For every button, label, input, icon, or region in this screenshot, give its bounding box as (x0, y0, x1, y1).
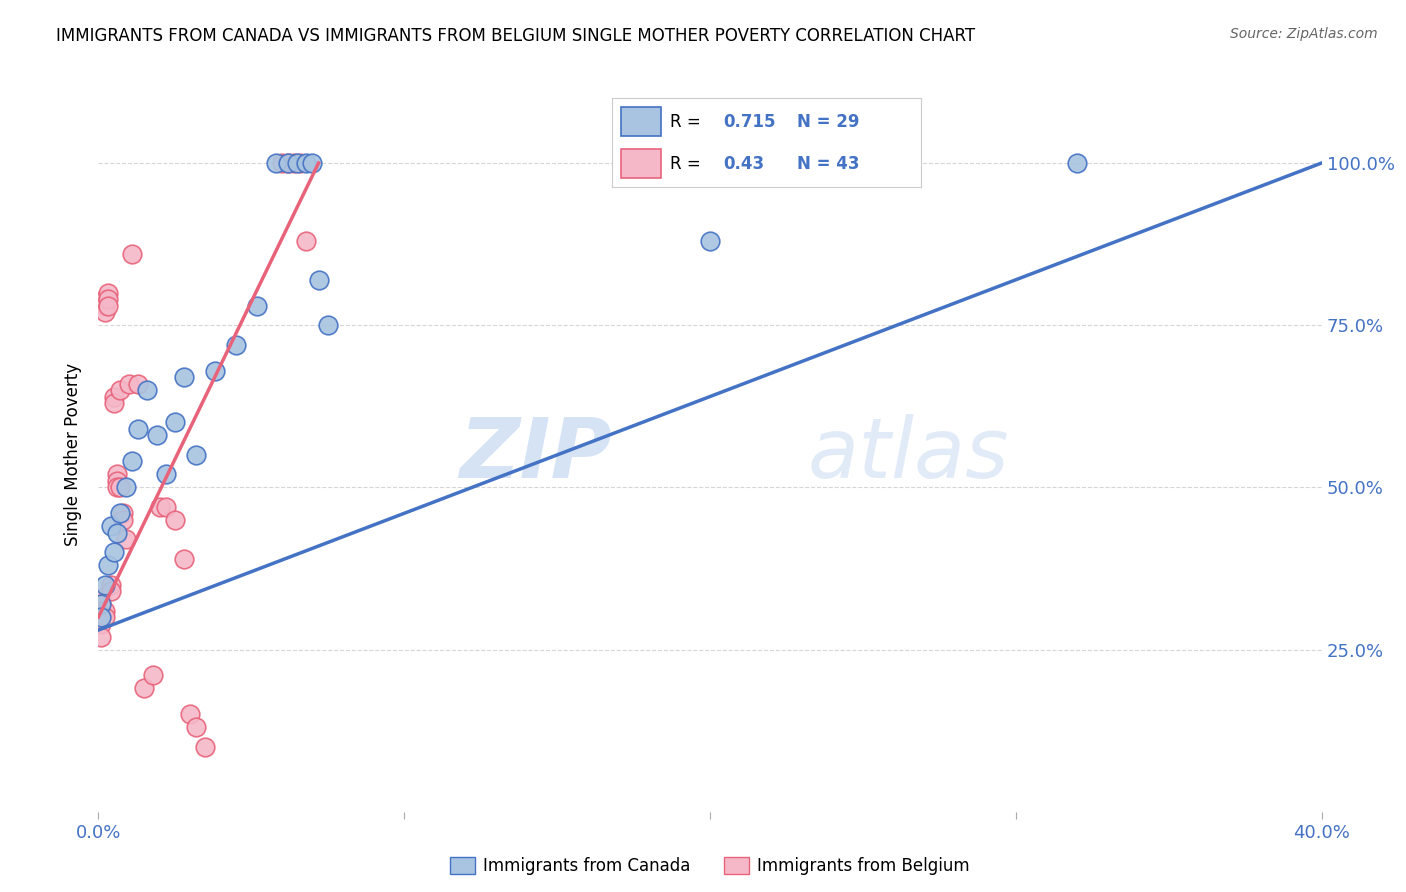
Point (100, 519, 122, 533)
Point (90, 591, 112, 605)
Point (108, 480, 131, 494)
Point (108, 506, 131, 520)
Point (103, 396, 125, 410)
Point (1066, 156, 1088, 170)
Point (90, 630, 112, 644)
Point (277, 156, 299, 170)
Point (90, 610, 112, 624)
Point (295, 156, 318, 170)
Point (121, 454, 143, 468)
Point (179, 707, 201, 722)
Point (264, 156, 287, 170)
Point (149, 500, 172, 514)
Point (290, 156, 312, 170)
Point (225, 337, 247, 351)
Point (108, 383, 131, 397)
Point (90, 604, 112, 618)
Point (295, 234, 318, 248)
Y-axis label: Single Mother Poverty: Single Mother Poverty (65, 363, 83, 547)
FancyBboxPatch shape (621, 149, 661, 178)
Point (316, 318, 339, 333)
Point (136, 383, 159, 397)
Point (285, 156, 308, 170)
Point (97, 558, 120, 573)
Point (93, 610, 115, 624)
Point (115, 480, 138, 494)
Point (90, 597, 112, 611)
Text: N = 29: N = 29 (797, 112, 859, 131)
Point (246, 299, 269, 313)
Point (90, 616, 112, 631)
Point (204, 363, 226, 377)
Point (90, 610, 112, 624)
Point (105, 474, 128, 488)
Point (145, 428, 167, 442)
Text: R =: R = (671, 112, 706, 131)
Point (155, 500, 177, 514)
Point (283, 156, 305, 170)
Point (308, 273, 330, 287)
Point (105, 467, 128, 482)
Text: R =: R = (671, 154, 706, 173)
Point (97, 299, 120, 313)
Point (127, 422, 149, 436)
Point (118, 376, 141, 391)
Point (699, 234, 721, 248)
Point (111, 513, 134, 527)
Point (155, 467, 177, 482)
Point (90, 597, 112, 611)
Point (163, 416, 186, 430)
Text: 0.715: 0.715 (723, 112, 776, 131)
Point (93, 305, 115, 319)
Point (142, 668, 165, 682)
Point (97, 285, 120, 300)
Text: 0.43: 0.43 (723, 154, 763, 173)
Point (93, 292, 115, 306)
Point (194, 739, 217, 754)
Point (115, 533, 138, 547)
Point (173, 370, 195, 384)
Point (103, 390, 125, 404)
Point (270, 156, 292, 170)
Point (100, 584, 122, 599)
Point (173, 551, 195, 566)
Point (93, 299, 115, 313)
Point (301, 156, 323, 170)
Point (93, 604, 115, 618)
Point (97, 292, 120, 306)
Text: Source: ZipAtlas.com: Source: ZipAtlas.com (1230, 27, 1378, 41)
Legend: Immigrants from Canada, Immigrants from Belgium: Immigrants from Canada, Immigrants from … (443, 850, 977, 882)
Text: ZIP: ZIP (460, 415, 612, 495)
FancyBboxPatch shape (621, 107, 661, 136)
Point (105, 480, 128, 494)
Point (93, 577, 115, 591)
Point (105, 525, 128, 540)
Point (121, 247, 143, 261)
Text: IMMIGRANTS FROM CANADA VS IMMIGRANTS FROM BELGIUM SINGLE MOTHER POVERTY CORRELAT: IMMIGRANTS FROM CANADA VS IMMIGRANTS FRO… (56, 27, 976, 45)
Point (134, 681, 156, 696)
Point (163, 513, 186, 527)
Point (186, 720, 208, 734)
Point (103, 545, 125, 559)
Text: atlas: atlas (808, 415, 1010, 495)
Point (100, 577, 122, 591)
Point (127, 376, 149, 391)
Point (186, 448, 208, 462)
Point (277, 156, 299, 170)
Text: N = 43: N = 43 (797, 154, 859, 173)
Point (111, 506, 134, 520)
